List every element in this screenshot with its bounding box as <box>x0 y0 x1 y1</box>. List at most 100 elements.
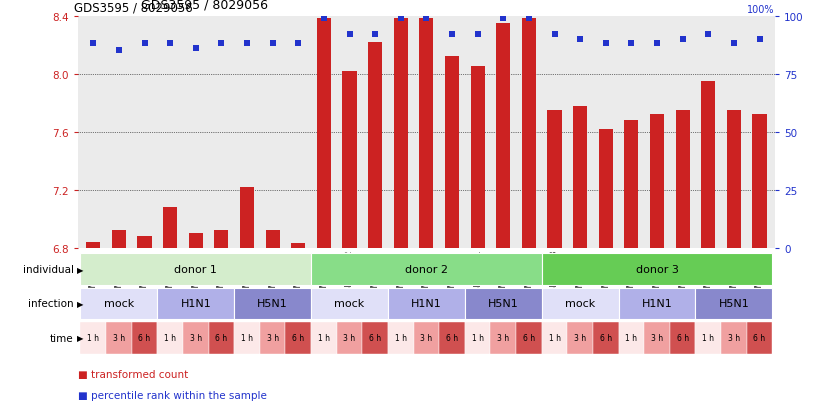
Text: 3 h: 3 h <box>266 334 278 342</box>
Bar <box>572 106 586 248</box>
Point <box>522 16 535 22</box>
Bar <box>592 322 618 354</box>
Point <box>649 41 663 47</box>
Bar <box>618 322 644 354</box>
Bar <box>111 231 126 248</box>
Bar <box>495 24 509 248</box>
Bar <box>623 121 638 248</box>
Text: 6 h: 6 h <box>369 334 381 342</box>
Bar <box>234 322 260 354</box>
Point <box>419 16 432 22</box>
Bar <box>490 322 515 354</box>
Point <box>701 32 714 38</box>
Point <box>394 16 407 22</box>
Bar <box>470 67 484 248</box>
Bar <box>413 322 439 354</box>
Bar <box>368 43 382 248</box>
Bar <box>183 322 208 354</box>
Text: H5N1: H5N1 <box>487 299 518 309</box>
Bar <box>464 322 490 354</box>
Bar <box>752 115 766 248</box>
Bar <box>669 322 695 354</box>
Text: H5N1: H5N1 <box>257 299 287 309</box>
Point <box>342 32 355 38</box>
Text: ■ transformed count: ■ transformed count <box>78 369 188 379</box>
Text: mock: mock <box>564 299 595 309</box>
Bar <box>644 322 669 354</box>
Bar <box>291 244 305 248</box>
Point <box>445 32 458 38</box>
Text: 1 h: 1 h <box>241 334 253 342</box>
Text: H5N1: H5N1 <box>717 299 749 309</box>
Bar <box>285 322 310 354</box>
Text: donor 3: donor 3 <box>635 264 677 275</box>
Bar <box>214 231 229 248</box>
Text: 6 h: 6 h <box>676 334 688 342</box>
Text: 3 h: 3 h <box>496 334 509 342</box>
Text: 1 h: 1 h <box>164 334 176 342</box>
Text: 6 h: 6 h <box>523 334 534 342</box>
Bar <box>265 231 279 248</box>
Bar <box>337 322 362 354</box>
Text: 1 h: 1 h <box>471 334 483 342</box>
Text: 6 h: 6 h <box>753 334 765 342</box>
Bar <box>695 288 771 320</box>
Text: H1N1: H1N1 <box>640 299 672 309</box>
Bar <box>240 188 254 248</box>
Text: 1 h: 1 h <box>701 334 713 342</box>
Text: 3 h: 3 h <box>113 334 124 342</box>
Bar <box>567 322 592 354</box>
Bar <box>157 288 234 320</box>
Text: mock: mock <box>334 299 364 309</box>
Text: donor 2: donor 2 <box>405 264 447 275</box>
Bar <box>598 129 612 248</box>
Point <box>547 32 560 38</box>
Bar <box>746 322 771 354</box>
Bar <box>700 82 714 248</box>
Bar <box>541 288 618 320</box>
Point <box>368 32 381 38</box>
Bar <box>86 242 100 248</box>
Text: 3 h: 3 h <box>650 334 663 342</box>
Bar <box>80 288 157 320</box>
Bar <box>80 322 106 354</box>
Bar <box>80 254 310 285</box>
Point <box>189 46 202 52</box>
Point <box>752 36 765 43</box>
Bar <box>521 19 536 248</box>
Point <box>599 41 612 47</box>
Text: H1N1: H1N1 <box>410 299 441 309</box>
Text: 1 h: 1 h <box>394 334 406 342</box>
Text: 3 h: 3 h <box>420 334 432 342</box>
Bar <box>106 322 132 354</box>
Bar <box>163 208 177 248</box>
Bar <box>464 288 541 320</box>
Text: 1 h: 1 h <box>625 334 636 342</box>
Point <box>215 41 228 47</box>
Bar <box>445 57 459 248</box>
Text: 1 h: 1 h <box>318 334 329 342</box>
Bar <box>439 322 464 354</box>
Bar <box>695 322 720 354</box>
Bar <box>515 322 541 354</box>
Bar <box>310 322 337 354</box>
Bar <box>541 322 567 354</box>
Bar <box>362 322 387 354</box>
Bar <box>310 288 387 320</box>
Point <box>572 36 586 43</box>
Text: individual: individual <box>23 264 74 275</box>
Bar <box>675 111 689 248</box>
Text: 3 h: 3 h <box>343 334 355 342</box>
Text: time: time <box>50 333 74 343</box>
Bar <box>138 237 152 248</box>
Text: ▶: ▶ <box>77 265 84 274</box>
Bar <box>310 254 541 285</box>
Text: GDS3595 / 8029056: GDS3595 / 8029056 <box>74 2 192 14</box>
Bar <box>387 322 413 354</box>
Bar <box>188 234 202 248</box>
Point <box>265 41 278 47</box>
Text: GDS3595 / 8029056: GDS3595 / 8029056 <box>141 0 268 11</box>
Bar <box>234 288 310 320</box>
Bar <box>157 322 183 354</box>
Point <box>726 41 740 47</box>
